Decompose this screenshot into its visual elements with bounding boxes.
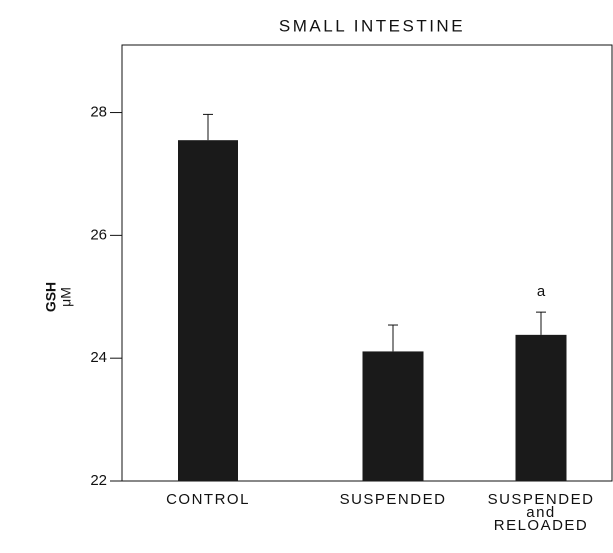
y-label: GSH	[43, 282, 59, 312]
bar	[362, 351, 424, 481]
error-bar	[203, 113, 213, 141]
chart-title: SMALL INTESTINE	[279, 16, 465, 35]
y-label-unit: μM	[58, 287, 74, 307]
annotation: a	[537, 283, 546, 300]
x-tick-label: SUSPENDED and RELOADED	[487, 491, 595, 534]
error-bar	[536, 311, 546, 335]
y-tick-label: 24	[90, 349, 107, 366]
y-tick-label: 26	[90, 226, 107, 243]
bar	[178, 140, 238, 481]
bar	[515, 334, 567, 481]
y-tick-label: 28	[90, 104, 107, 121]
y-tick-label: 22	[90, 472, 107, 489]
x-tick-label: SUSPENDED	[339, 491, 447, 508]
error-bar	[388, 324, 398, 352]
x-tick-label: CONTROL	[166, 491, 250, 508]
